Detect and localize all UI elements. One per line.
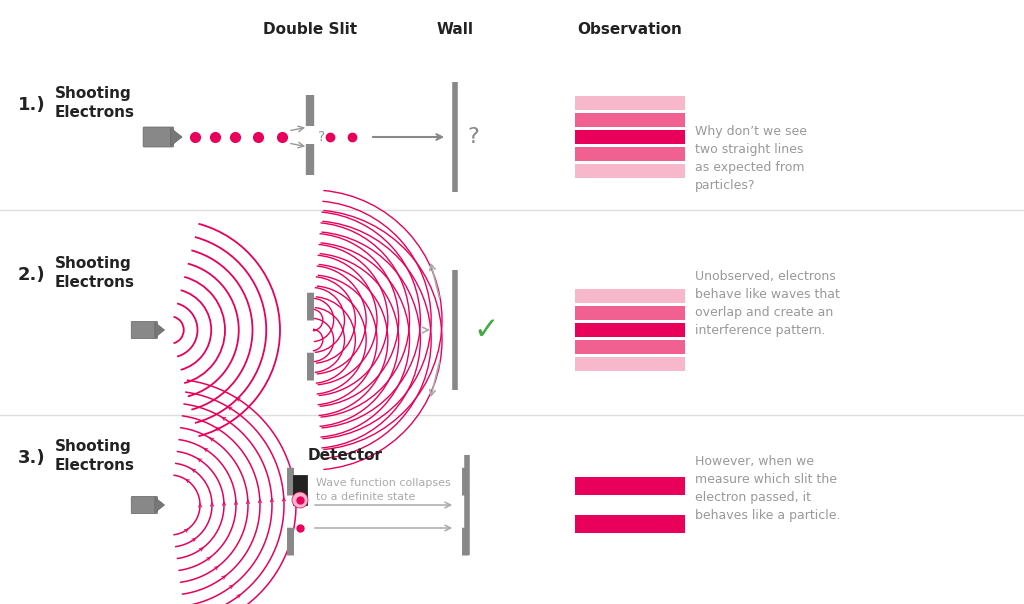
FancyBboxPatch shape: [131, 496, 158, 513]
Bar: [575, 306, 685, 320]
Text: Double Slit: Double Slit: [263, 22, 357, 37]
Bar: [575, 113, 685, 127]
FancyBboxPatch shape: [143, 127, 174, 147]
Bar: [575, 96, 685, 110]
Text: Wave function collapses
to a definite state: Wave function collapses to a definite st…: [316, 478, 451, 502]
Bar: [575, 164, 685, 178]
Text: ?: ?: [467, 127, 479, 147]
Bar: [575, 147, 685, 161]
Bar: [575, 289, 685, 303]
Polygon shape: [155, 323, 165, 338]
Text: 3.): 3.): [18, 449, 46, 467]
Bar: [575, 323, 685, 337]
Circle shape: [292, 492, 308, 508]
Text: Wall: Wall: [436, 22, 473, 37]
Text: Unobserved, electrons
behave like waves that
overlap and create an
interference : Unobserved, electrons behave like waves …: [695, 270, 840, 337]
Text: Why don’t we see
two straight lines
as expected from
particles?: Why don’t we see two straight lines as e…: [695, 125, 807, 192]
Text: Observation: Observation: [578, 22, 682, 37]
Text: ?: ?: [318, 130, 326, 144]
Text: However, when we
measure which slit the
electron passed, it
behaves like a parti: However, when we measure which slit the …: [695, 455, 841, 522]
Bar: [575, 357, 685, 371]
Text: Shooting
Electrons: Shooting Electrons: [55, 256, 135, 290]
Text: 1.): 1.): [18, 96, 46, 114]
Polygon shape: [171, 128, 182, 146]
Text: ✓: ✓: [473, 315, 499, 344]
Bar: [575, 515, 685, 533]
Bar: [293, 475, 307, 505]
FancyBboxPatch shape: [131, 321, 158, 339]
Bar: [575, 340, 685, 354]
Bar: [575, 477, 685, 495]
Polygon shape: [155, 497, 165, 513]
Text: 2.): 2.): [18, 266, 46, 284]
Text: Shooting
Electrons: Shooting Electrons: [55, 86, 135, 120]
Text: Detector: Detector: [308, 448, 383, 463]
Bar: [575, 130, 685, 144]
Text: Shooting
Electrons: Shooting Electrons: [55, 439, 135, 473]
